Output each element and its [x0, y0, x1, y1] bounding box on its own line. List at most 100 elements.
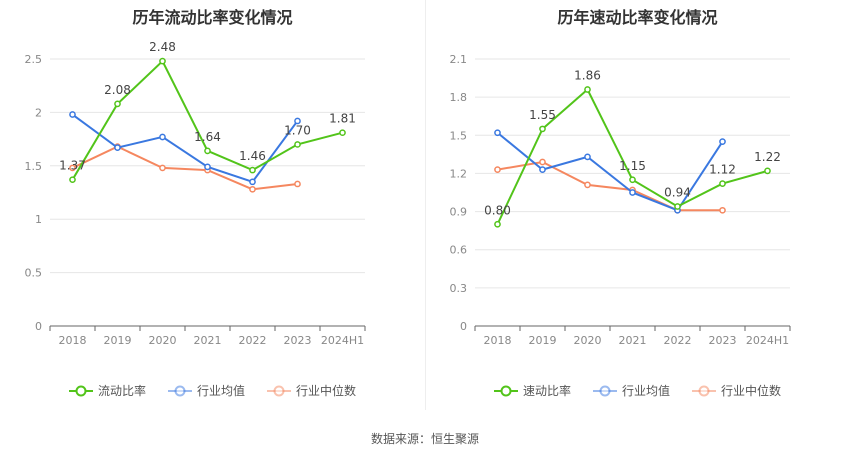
x-tick-label: 2024H1 [321, 334, 364, 347]
chart-title: 历年流动比率变化情况 [132, 8, 293, 27]
data-point[interactable] [249, 166, 256, 174]
data-point[interactable] [629, 176, 636, 184]
data-point[interactable] [204, 163, 211, 171]
y-tick-label: 1 [35, 213, 42, 226]
data-point[interactable] [719, 206, 726, 214]
y-tick-label: 0.9 [450, 206, 468, 219]
data-point[interactable] [629, 189, 636, 196]
data-source: 数据来源：恒生聚源 [370, 432, 479, 446]
data-label: 1.37 [59, 159, 86, 173]
data-point[interactable] [494, 129, 501, 137]
data-point[interactable] [204, 147, 211, 155]
chart-title: 历年速动比率变化情况 [557, 8, 718, 27]
data-point[interactable] [539, 158, 546, 166]
x-tick-label: 2018 [484, 334, 512, 347]
legend-item[interactable]: 行业均值 [592, 382, 670, 399]
legend-item[interactable]: 行业中位数 [692, 382, 781, 399]
series-line [71, 113, 299, 183]
data-point[interactable] [539, 166, 546, 173]
x-tick-label: 2024H1 [746, 334, 789, 347]
y-tick-label: 2.1 [450, 53, 468, 66]
data-label: 1.70 [284, 123, 311, 137]
y-tick-label: 1.8 [450, 91, 468, 104]
legend-label: 行业中位数 [721, 384, 782, 398]
data-point[interactable] [69, 164, 76, 172]
x-tick-label: 2022 [664, 334, 692, 347]
legend-line-icon [592, 385, 617, 396]
y-tick-label: 0 [35, 320, 42, 333]
data-point[interactable] [69, 176, 76, 184]
y-tick-label: 0 [460, 320, 467, 333]
x-tick-label: 2022 [239, 334, 267, 347]
series-line [496, 131, 724, 212]
quick-ratio-panel: 历年速动比率变化情况 0 0.3 0.6 0.9 1.2 1.5 1.8 2.1 2018 201… [425, 0, 850, 410]
quick-ratio-chart: 0 0.3 0.6 0.9 1.2 1.5 1.8 2.1 2018 2019 2020 2021 20… [450, 53, 791, 347]
data-label: 1.81 [329, 112, 356, 126]
legend-label: 行业中位数 [296, 384, 357, 398]
series-line [72, 145, 298, 191]
data-point[interactable] [114, 144, 121, 151]
legend-line-icon [692, 385, 716, 396]
legend-line-icon [493, 385, 518, 396]
data-point[interactable] [494, 220, 501, 228]
current-ratio-panel: 历年流动比率变化情况 0 0.5 1 1.5 2 2.5 2018 2019 2020 2021 2… [0, 0, 425, 410]
data-point[interactable] [249, 185, 256, 193]
legend: 流动比率 行业均值 行业中位数 [0, 382, 425, 399]
legend-label: 行业均值 [621, 384, 670, 398]
series-line [71, 59, 343, 181]
data-label: 2.48 [149, 40, 176, 54]
x-tick-label: 2023 [709, 334, 737, 347]
data-label: 1.86 [574, 69, 601, 83]
legend-item[interactable]: 行业中位数 [267, 382, 356, 399]
x-tick-label: 2018 [59, 334, 87, 347]
data-label: 1.22 [754, 150, 781, 164]
data-point[interactable] [719, 180, 726, 187]
data-label: 2.08 [104, 83, 131, 97]
x-tick-label: 2019 [104, 334, 132, 347]
x-tick-label: 2020 [149, 334, 177, 347]
data-point[interactable] [294, 180, 301, 188]
data-point[interactable] [764, 167, 771, 175]
data-point[interactable] [719, 138, 726, 145]
y-tick-label: 1.5 [450, 129, 468, 142]
data-point[interactable] [584, 153, 591, 161]
data-label: 1.46 [239, 149, 266, 163]
legend-label: 流动比率 [97, 384, 146, 398]
data-point[interactable] [69, 111, 76, 118]
legend-item[interactable]: 速动比率 [493, 382, 571, 399]
data-point[interactable] [674, 203, 681, 210]
data-point[interactable] [494, 166, 501, 173]
x-tick-label: 2021 [619, 334, 647, 347]
y-tick-label: 0.3 [450, 282, 468, 295]
data-label: 1.12 [709, 163, 736, 177]
data-point[interactable] [114, 100, 121, 108]
y-tick-label: 2.5 [25, 53, 43, 66]
legend: 速动比率 行业均值 行业中位数 [425, 382, 850, 399]
legend-line-icon [267, 385, 291, 396]
data-point[interactable] [294, 117, 301, 125]
data-point[interactable] [584, 181, 591, 189]
legend-item[interactable]: 流动比率 [68, 382, 146, 399]
y-tick-label: 0.5 [25, 267, 43, 280]
x-tick-label: 2020 [574, 334, 602, 347]
x-tick-label: 2019 [529, 334, 557, 347]
x-tick-label: 2023 [284, 334, 312, 347]
data-point[interactable] [584, 86, 591, 93]
y-tick-label: 2 [35, 106, 42, 119]
y-tick-label: 1.5 [25, 160, 43, 173]
data-point[interactable] [159, 164, 166, 172]
data-point[interactable] [294, 141, 301, 148]
legend-label: 速动比率 [522, 384, 571, 398]
data-point[interactable] [249, 178, 256, 186]
legend-item[interactable]: 行业均值 [167, 382, 245, 399]
y-tick-label: 0.6 [450, 244, 468, 257]
legend-label: 行业均值 [196, 384, 245, 398]
data-point[interactable] [159, 57, 166, 65]
data-point[interactable] [339, 129, 346, 137]
legend-line-icon [68, 385, 93, 396]
y-tick-label: 1.2 [450, 167, 468, 180]
panel-divider [425, 0, 426, 410]
data-point[interactable] [539, 125, 546, 133]
x-tick-label: 2021 [194, 334, 222, 347]
data-point[interactable] [159, 133, 166, 141]
